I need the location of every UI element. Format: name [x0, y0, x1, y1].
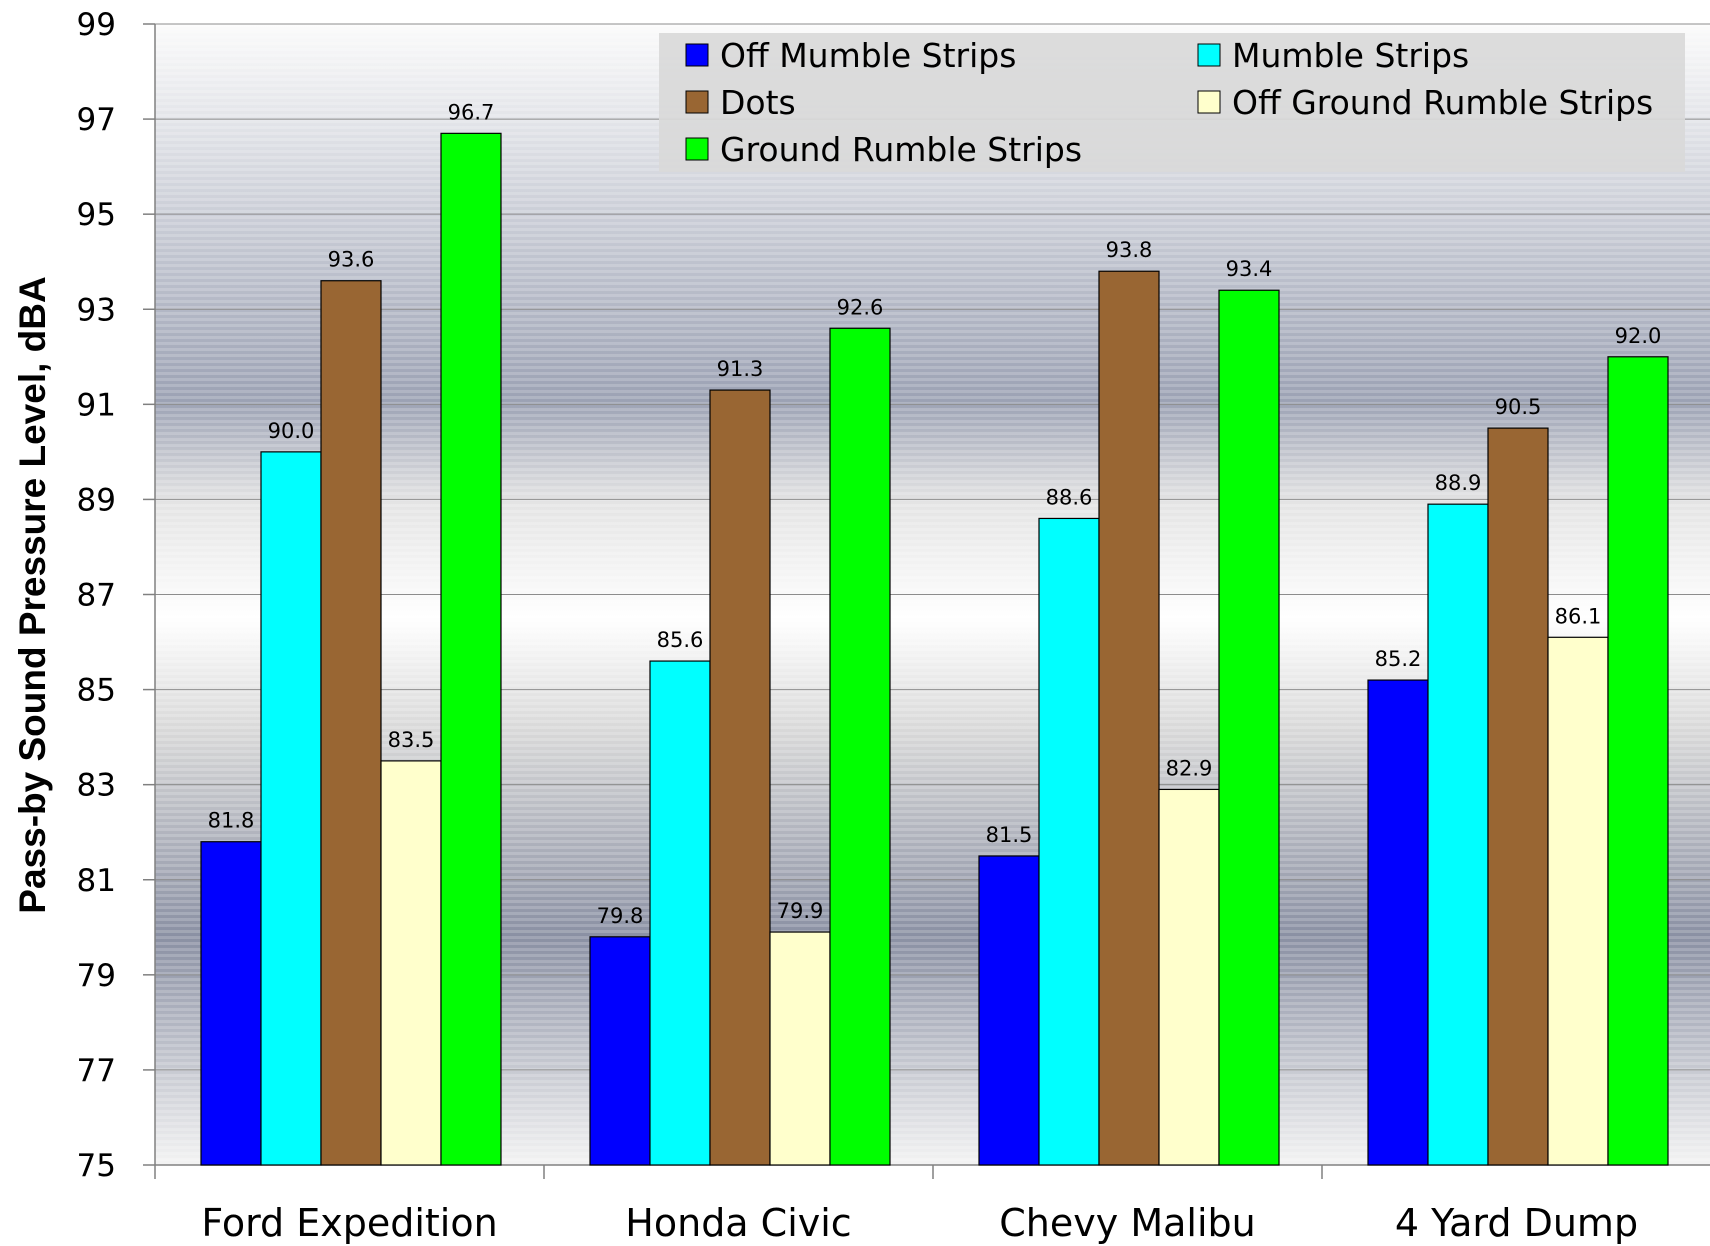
- data-label: 85.6: [657, 628, 704, 652]
- bar: [829, 327, 891, 1166]
- y-tick-label: 81: [77, 863, 116, 899]
- bar: [1098, 270, 1160, 1166]
- bar: [260, 451, 322, 1166]
- data-label: 81.8: [208, 809, 255, 833]
- data-label: 88.6: [1046, 485, 1093, 509]
- bar: [709, 389, 771, 1166]
- legend-label: Mumble Strips: [1232, 36, 1469, 75]
- y-tick-label: 99: [77, 7, 116, 43]
- data-label: 92.6: [837, 295, 884, 319]
- data-label: 85.2: [1375, 647, 1422, 671]
- y-tick-label: 93: [77, 292, 116, 328]
- bar: [320, 280, 382, 1166]
- bar: [200, 841, 262, 1166]
- y-tick-label: 91: [77, 387, 116, 423]
- y-tick-label: 87: [77, 578, 116, 614]
- data-label: 82.9: [1166, 756, 1213, 780]
- bar: [769, 931, 831, 1166]
- data-label: 91.3: [717, 357, 764, 381]
- data-label: 93.6: [328, 248, 375, 272]
- bar: [1607, 356, 1669, 1166]
- data-label: 79.8: [597, 904, 644, 928]
- x-category-label: Ford Expedition: [201, 1201, 497, 1245]
- bar: [589, 936, 651, 1166]
- legend-swatch: [685, 90, 709, 114]
- legend: Off Mumble Strips Mumble Strips Dots Off Gr…: [659, 33, 1685, 172]
- legend-label: Off Mumble Strips: [720, 36, 1016, 75]
- bar: [978, 855, 1040, 1166]
- legend-label: Dots: [720, 83, 796, 122]
- bar: [440, 132, 502, 1166]
- y-tick-label: 85: [77, 673, 116, 709]
- data-label: 93.8: [1106, 238, 1153, 262]
- bars: [200, 132, 1669, 1166]
- data-label: 86.1: [1555, 604, 1602, 628]
- bar: [1487, 427, 1549, 1166]
- data-label: 83.5: [388, 728, 435, 752]
- bar: [1367, 679, 1429, 1166]
- legend-swatch: [1197, 90, 1221, 114]
- bar: [649, 660, 711, 1166]
- data-label: 92.0: [1615, 324, 1662, 348]
- legend-swatch: [1197, 43, 1221, 67]
- bar: [1547, 636, 1609, 1166]
- data-label: 93.4: [1226, 257, 1273, 281]
- y-tick-label: 97: [77, 102, 116, 138]
- y-tick-label: 79: [77, 958, 116, 994]
- y-tick-label: 95: [77, 197, 116, 233]
- x-category-label: Honda Civic: [625, 1201, 851, 1245]
- data-label: 88.9: [1435, 471, 1482, 495]
- legend-swatch: [685, 43, 709, 67]
- y-tick-label: 83: [77, 768, 116, 804]
- legend-swatch: [685, 137, 709, 161]
- bar: [1158, 788, 1220, 1166]
- bar: [380, 760, 442, 1166]
- y-axis: 75 77 79 81 83 85 87 89 91 93 95 97 99: [77, 7, 156, 1184]
- data-labels: 81.8 79.8 81.5 85.2 90.0 85.6 88.6 88.9 93.6 91.3…: [208, 100, 1662, 927]
- legend-label: Off Ground Rumble Strips: [1232, 83, 1653, 122]
- y-tick-label: 77: [77, 1053, 116, 1089]
- x-category-label: Chevy Malibu: [999, 1201, 1255, 1245]
- y-tick-label: 75: [77, 1148, 116, 1184]
- legend-label: Ground Rumble Strips: [720, 130, 1082, 169]
- data-label: 90.0: [268, 419, 315, 443]
- legend-box: [659, 33, 1685, 172]
- bar: [1038, 517, 1100, 1166]
- x-category-label: 4 Yard Dump: [1395, 1201, 1638, 1245]
- data-label: 79.9: [777, 899, 824, 923]
- data-label: 96.7: [448, 100, 495, 124]
- bar: [1427, 503, 1489, 1166]
- y-tick-label: 89: [77, 482, 116, 518]
- y-axis-title: Pass-by Sound Pressure Level, dBA: [12, 276, 53, 913]
- data-label: 90.5: [1495, 395, 1542, 419]
- x-axis: Ford Expedition Honda Civic Chevy Malibu 4 …: [154, 1164, 1710, 1245]
- bar: [1218, 289, 1280, 1166]
- data-label: 81.5: [986, 823, 1033, 847]
